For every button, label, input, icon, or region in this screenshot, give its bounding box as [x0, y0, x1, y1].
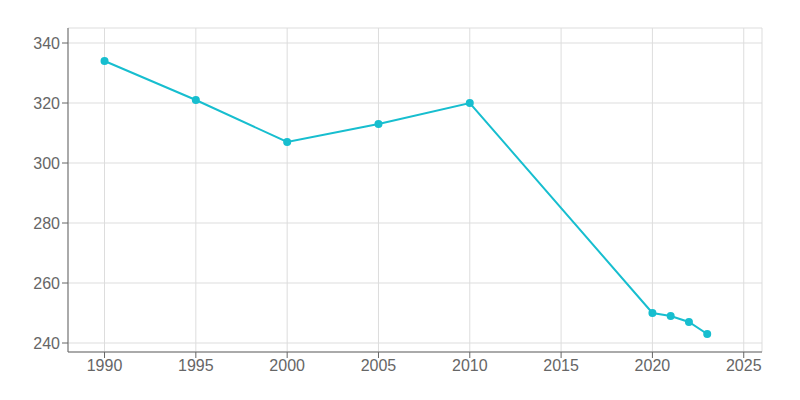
- svg-text:320: 320: [33, 95, 60, 112]
- svg-text:2020: 2020: [635, 357, 671, 374]
- svg-text:2025: 2025: [726, 357, 762, 374]
- svg-text:2005: 2005: [361, 357, 397, 374]
- svg-text:2015: 2015: [543, 357, 579, 374]
- svg-text:2010: 2010: [452, 357, 488, 374]
- svg-text:2000: 2000: [269, 357, 305, 374]
- svg-text:340: 340: [33, 35, 60, 52]
- svg-text:1995: 1995: [178, 357, 214, 374]
- svg-text:300: 300: [33, 155, 60, 172]
- svg-text:1990: 1990: [87, 357, 123, 374]
- svg-text:240: 240: [33, 335, 60, 352]
- svg-text:280: 280: [33, 215, 60, 232]
- svg-text:260: 260: [33, 275, 60, 292]
